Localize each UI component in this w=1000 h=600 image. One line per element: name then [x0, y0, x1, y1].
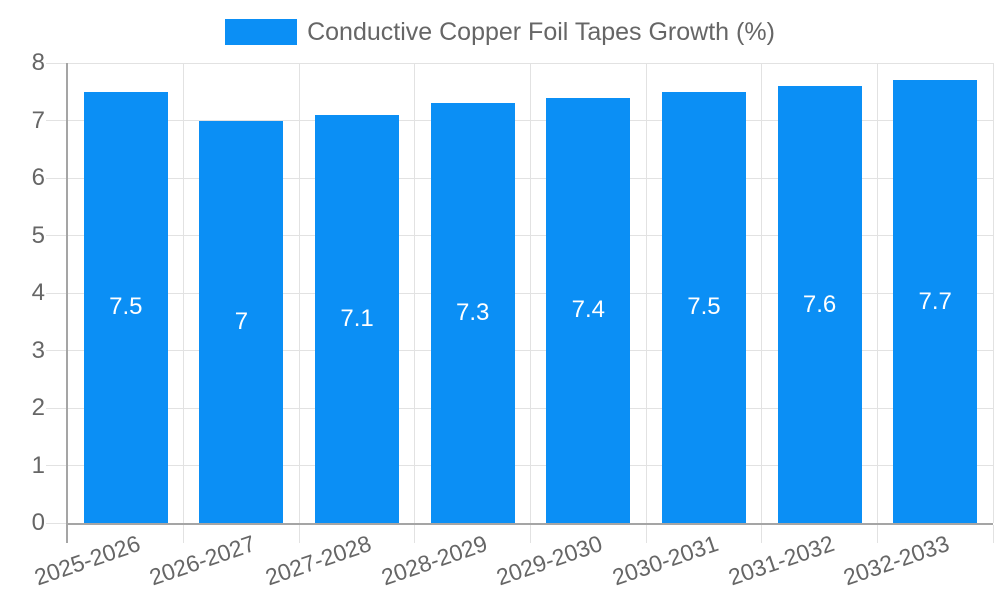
y-axis-tick-label: 1 [31, 451, 45, 479]
plot-area: 0 1 2 3 4 5 6 7 8 7.5 2025-2026 7 2026-2027 7.1 2027-2… [31, 49, 994, 590]
x-gridline [876, 63, 878, 523]
bar-value-label: 7.5 [687, 293, 721, 321]
bar-value-label: 7.7 [918, 287, 952, 315]
x-tick-mark [876, 525, 878, 543]
x-axis-tick-label: 2026-2027 [146, 530, 259, 591]
y-tick-mark [46, 177, 66, 179]
x-axis-tick-label: 2029-2030 [493, 530, 606, 591]
x-axis-tick-label: 2025-2026 [30, 530, 144, 591]
x-gridline [183, 63, 185, 523]
x-tick-mark [298, 525, 300, 543]
bar-value-label: 7.1 [340, 304, 374, 332]
x-tick-mark [414, 525, 416, 543]
bar-2032-2033 [893, 80, 978, 523]
bar-value-label: 7.3 [456, 299, 490, 327]
y-axis-tick-label: 2 [31, 394, 45, 421]
y-tick-mark [46, 350, 66, 351]
x-tick-mark [530, 525, 531, 543]
x-gridline [992, 63, 994, 523]
x-gridline [761, 63, 763, 523]
bar-2028-2029 [430, 103, 515, 523]
x-tick-mark [645, 525, 647, 543]
x-axis-tick-label: 2030-2031 [608, 530, 722, 591]
y-axis-line [66, 63, 68, 543]
x-tick-mark [761, 525, 763, 543]
x-gridline [530, 63, 531, 523]
x-axis-tick-label: 2032-2033 [840, 530, 953, 591]
x-gridline [645, 63, 647, 523]
y-tick-mark [46, 62, 66, 64]
legend-swatch [225, 19, 298, 45]
bar-value-label: 7.5 [109, 293, 143, 321]
y-tick-mark [46, 522, 66, 524]
bar-2027-2028 [315, 114, 400, 523]
x-tick-mark [992, 525, 994, 543]
bar-2026-2027 [199, 120, 284, 523]
y-axis-tick-label: 7 [31, 106, 45, 134]
x-tick-mark [183, 525, 185, 543]
bar-2029-2030 [546, 97, 631, 523]
legend-label: Conductive Copper Foil Tapes Growth (%) [307, 17, 775, 46]
bar-2025-2026 [83, 91, 168, 523]
bar-value-label: 7 [234, 307, 249, 335]
bar-value-label: 7.4 [571, 296, 605, 324]
x-axis-tick-label: 2027-2028 [262, 530, 375, 591]
y-axis-tick-label: 0 [31, 509, 45, 536]
bar-2030-2031 [661, 91, 746, 523]
y-axis-tick-label: 5 [31, 221, 45, 249]
y-axis-tick-label: 4 [31, 279, 45, 306]
x-gridline [298, 63, 300, 523]
bar-value-label: 7.6 [802, 290, 837, 318]
x-axis-tick-label: 2028-2029 [377, 530, 491, 591]
x-gridline [414, 63, 416, 523]
x-axis-tick-label: 2031-2032 [724, 530, 838, 591]
y-axis-tick-label: 8 [31, 49, 45, 76]
y-axis-tick-label: 3 [31, 336, 45, 364]
legend[interactable]: Conductive Copper Foil Tapes Growth (%) [0, 17, 1000, 47]
y-tick-mark [46, 465, 66, 466]
y-tick-mark [46, 292, 66, 294]
y-tick-mark [46, 235, 66, 236]
y-tick-mark [46, 407, 66, 409]
bar-2031-2032 [777, 86, 862, 523]
y-axis-tick-label: 6 [31, 164, 45, 191]
y-tick-mark [46, 120, 66, 121]
